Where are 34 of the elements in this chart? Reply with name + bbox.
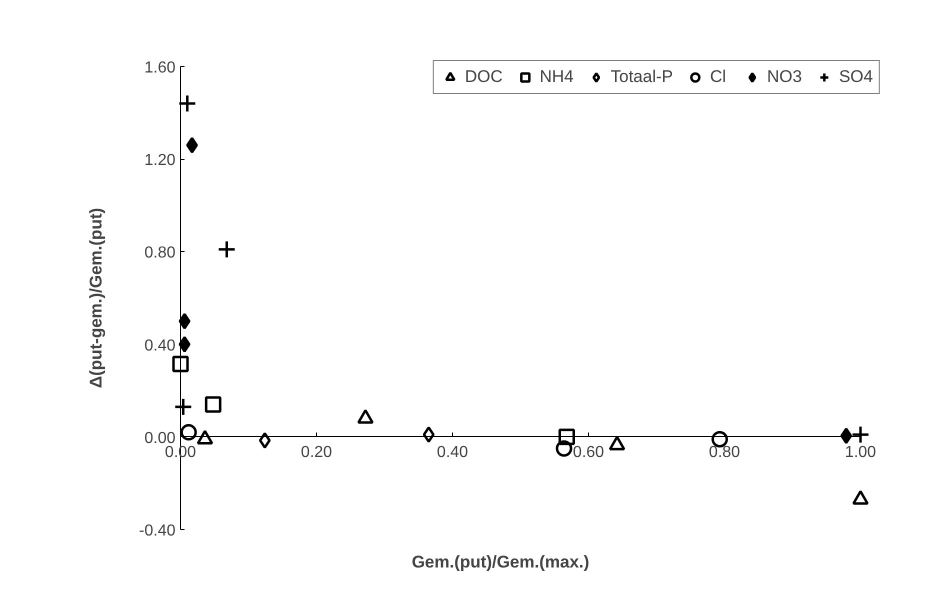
point: [558, 428, 575, 446]
point: [258, 432, 271, 449]
x-tick-label: 0.40: [436, 444, 468, 461]
point: [172, 356, 189, 372]
point: [178, 94, 197, 113]
y-tick-label: 0.00: [144, 430, 176, 447]
x-tick-label: 1.00: [844, 444, 876, 461]
point: [840, 428, 852, 444]
point: [186, 136, 198, 154]
point: [178, 336, 190, 353]
point: [174, 398, 192, 416]
y-tick-label: 0.40: [144, 337, 176, 354]
x-tick-label: 0.20: [300, 444, 332, 461]
legend-label: NO3: [767, 67, 802, 87]
y-tick-label: -0.40: [139, 522, 176, 540]
point: [204, 396, 222, 413]
y-tick-label: 1.60: [144, 59, 176, 76]
legend-label: SO4: [838, 67, 873, 87]
x-tick-label: 0.80: [708, 444, 740, 461]
point: [180, 424, 197, 441]
point: [851, 425, 870, 444]
legend-label: NH4: [540, 67, 574, 87]
x-axis-title: Gem.(put)/Gem.(max.): [412, 552, 590, 572]
x-tick-label: 0.60: [572, 444, 604, 461]
y-tick-label: 1.20: [144, 152, 176, 170]
y-tick-label: 0.80: [144, 244, 176, 262]
legend-label: DOC: [464, 67, 503, 87]
legend-label: Cl: [710, 67, 728, 87]
point: [178, 312, 190, 330]
point: [422, 426, 435, 443]
y-axis-title: Δ(put-gem.)/Gem.(put): [86, 208, 106, 388]
point: [556, 440, 572, 457]
point: [217, 240, 236, 259]
legend-label: Totaal-P: [610, 67, 673, 87]
